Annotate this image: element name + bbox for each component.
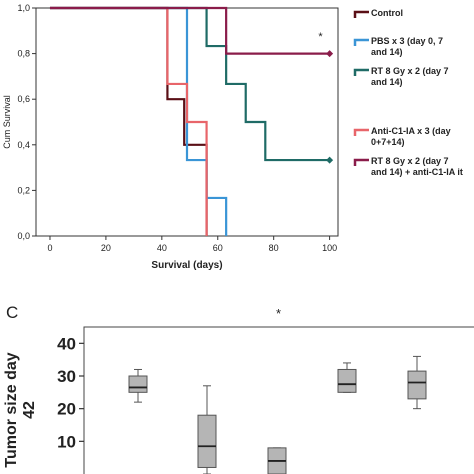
survival-legend: Control PBS x 3 (day 0, 7 and 14) RT 8 Gy x…	[353, 8, 463, 177]
x-tick-label: 40	[157, 243, 167, 253]
y-tick-label: 10	[57, 432, 76, 451]
survival-line	[49, 6, 330, 55]
censor-marker	[326, 50, 334, 58]
significance-marker: *	[318, 31, 323, 43]
y-tick-label: 0,2	[17, 185, 30, 195]
survival-chart: 0,0 0,2 0,4 0,6 0,8 1,0 0 20 40 60 80 100 Cum Survi…	[2, 3, 463, 271]
x-tick-label: 60	[213, 243, 223, 253]
y-tick-label: 0,4	[17, 140, 30, 150]
legend-swatch	[353, 68, 369, 76]
y-tick-label: 30	[57, 367, 76, 386]
legend-label: RT 8 Gy x 2 (day 7 and 14)	[371, 66, 449, 87]
significance-marker: *	[276, 306, 281, 321]
box-iqr	[197, 414, 217, 468]
legend-label: Anti-C1-IA x 3 (day 0+7+14)	[371, 126, 451, 147]
legend-swatch	[353, 10, 369, 18]
x-tick-label: 0	[47, 243, 52, 253]
survival-x-axis-label: Survival (days)	[151, 260, 222, 271]
legend-label: Control	[371, 8, 403, 18]
y-tick-label: 20	[57, 400, 76, 419]
tumor-size-y-axis-label: Tumor size day42	[3, 352, 38, 467]
survival-line	[49, 6, 208, 236]
panel-label: C	[6, 303, 18, 322]
survival-axes: 0,0 0,2 0,4 0,6 0,8 1,0 0 20 40 60 80 100	[17, 3, 337, 253]
censor-marker	[326, 156, 334, 164]
survival-line	[49, 6, 330, 162]
survival-y-axis-label: Cum Survival	[2, 95, 12, 149]
y-tick-label: 40	[57, 334, 76, 353]
box-iqr	[407, 370, 427, 400]
y-tick-label: 0,8	[17, 49, 30, 59]
legend-swatch	[353, 38, 369, 46]
tumor-size-boxes	[128, 355, 427, 474]
legend-swatch	[353, 158, 369, 166]
survival-line	[49, 6, 208, 236]
tumor-size-axes: 10 20 30 40	[57, 334, 84, 451]
x-tick-label: 20	[101, 243, 111, 253]
x-tick-label: 80	[269, 243, 279, 253]
y-tick-label: 1,0	[17, 3, 30, 13]
y-tick-label: 0,0	[17, 231, 30, 241]
x-tick-label: 100	[322, 243, 337, 253]
legend-label: RT 8 Gy x 2 (day 7 and 14) + anti-C1-IA i…	[371, 156, 463, 177]
survival-series	[49, 6, 334, 236]
y-tick-label: 0,6	[17, 94, 30, 104]
legend-swatch	[353, 128, 369, 136]
box-iqr	[337, 368, 357, 393]
box-iqr	[128, 375, 148, 393]
legend-label: PBS x 3 (day 0, 7 and 14)	[371, 36, 443, 57]
tumor-size-chart: C * Tumor size day42 10 20 30 40	[3, 303, 474, 474]
tumor-size-plot-frame	[83, 326, 474, 474]
